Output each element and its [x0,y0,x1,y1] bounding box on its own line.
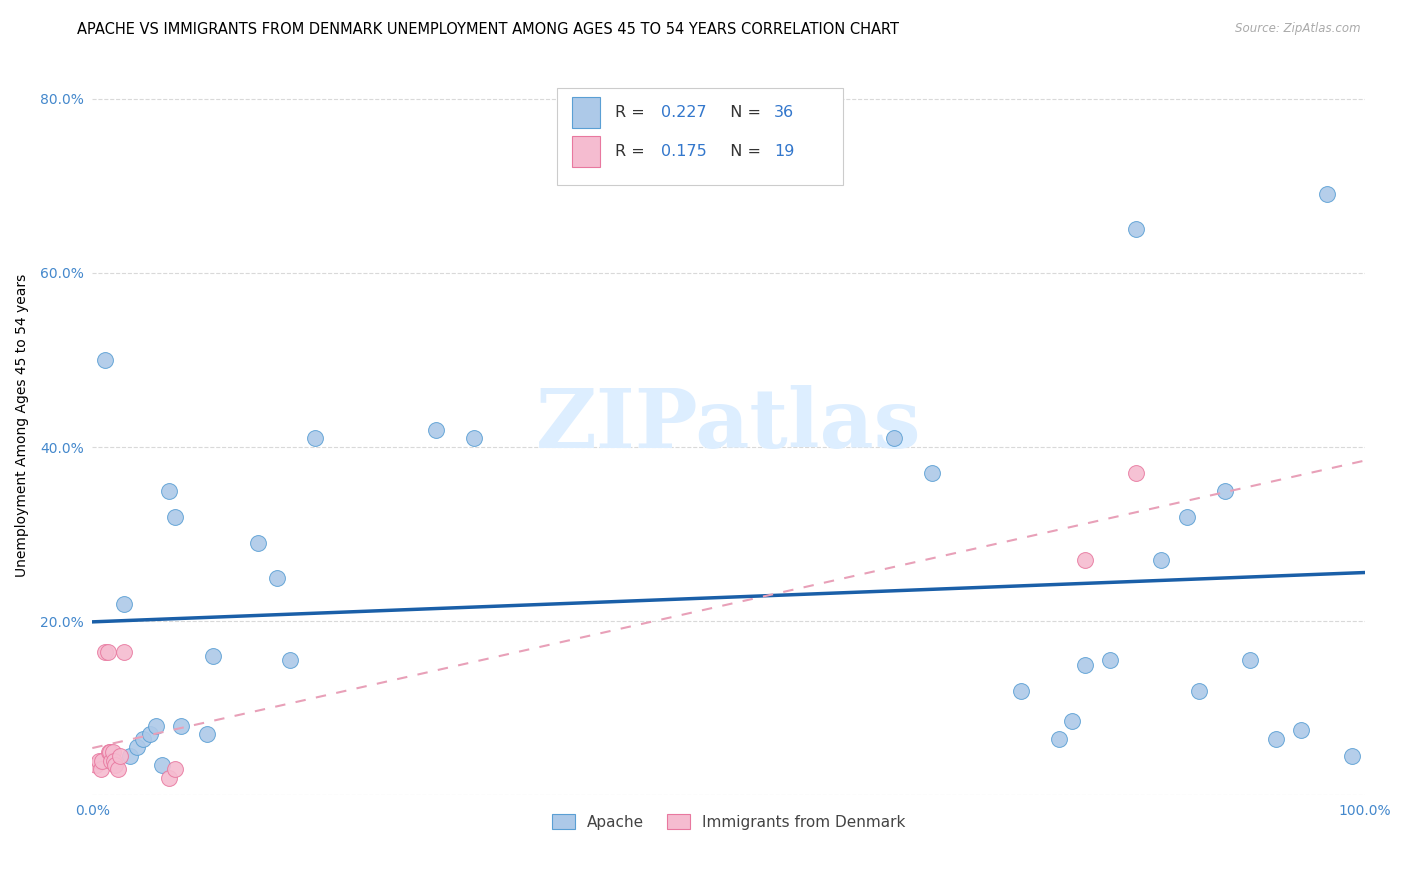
Point [278,653,301,667]
Point [112,645,135,659]
Point [100,754,122,768]
Point [84,758,107,772]
Point [163,762,186,776]
Text: R =: R = [616,104,650,120]
Point [1188,684,1211,698]
Point [1010,684,1032,698]
Point [91,754,114,768]
Point [1047,731,1070,746]
Text: N =: N = [720,144,766,159]
Point [1289,723,1312,737]
Point [1074,657,1097,672]
Text: APACHE VS IMMIGRANTS FROM DENMARK UNEMPLOYMENT AMONG AGES 45 TO 54 YEARS CORRELA: APACHE VS IMMIGRANTS FROM DENMARK UNEMPL… [77,22,900,37]
Point [94,353,117,368]
Point [101,745,124,759]
Point [163,509,186,524]
Text: Source: ZipAtlas.com: Source: ZipAtlas.com [1236,22,1361,36]
Point [1341,749,1364,764]
FancyBboxPatch shape [572,136,600,167]
Point [157,483,180,498]
Point [138,727,160,741]
Text: 0.175: 0.175 [661,144,707,159]
Point [90,762,112,776]
FancyBboxPatch shape [572,96,600,128]
Point [170,719,193,733]
Point [157,771,180,785]
Point [94,645,117,659]
Point [98,745,121,759]
Point [104,758,127,772]
Point [145,719,167,733]
Point [195,727,218,741]
Point [103,754,125,768]
Text: 0.227: 0.227 [661,104,707,120]
Point [1125,466,1147,480]
Point [266,571,288,585]
Point [97,745,120,759]
Point [202,648,225,663]
Point [150,758,173,772]
Text: ZIPatlas: ZIPatlas [536,385,921,466]
Text: R =: R = [616,144,650,159]
FancyBboxPatch shape [557,88,844,185]
Point [463,431,485,445]
Point [425,423,447,437]
Point [87,754,110,768]
Point [110,749,132,764]
Point [1074,553,1097,567]
Point [107,762,129,776]
Point [1213,483,1236,498]
Text: 36: 36 [775,104,794,120]
Point [1175,509,1198,524]
Point [246,536,269,550]
Point [304,431,326,445]
Point [112,597,135,611]
Point [921,466,943,480]
Point [120,749,142,764]
Point [883,431,905,445]
Point [1315,187,1337,202]
Text: 19: 19 [775,144,794,159]
Point [125,740,148,755]
Point [1239,653,1261,667]
Point [97,645,120,659]
Y-axis label: Unemployment Among Ages 45 to 54 years: Unemployment Among Ages 45 to 54 years [15,274,30,577]
Point [132,731,155,746]
Point [1099,653,1122,667]
Point [1264,731,1286,746]
Point [1060,714,1083,729]
Point [1150,553,1173,567]
Point [1125,222,1147,236]
Legend: Apache, Immigrants from Denmark: Apache, Immigrants from Denmark [546,807,911,836]
Text: N =: N = [720,104,766,120]
